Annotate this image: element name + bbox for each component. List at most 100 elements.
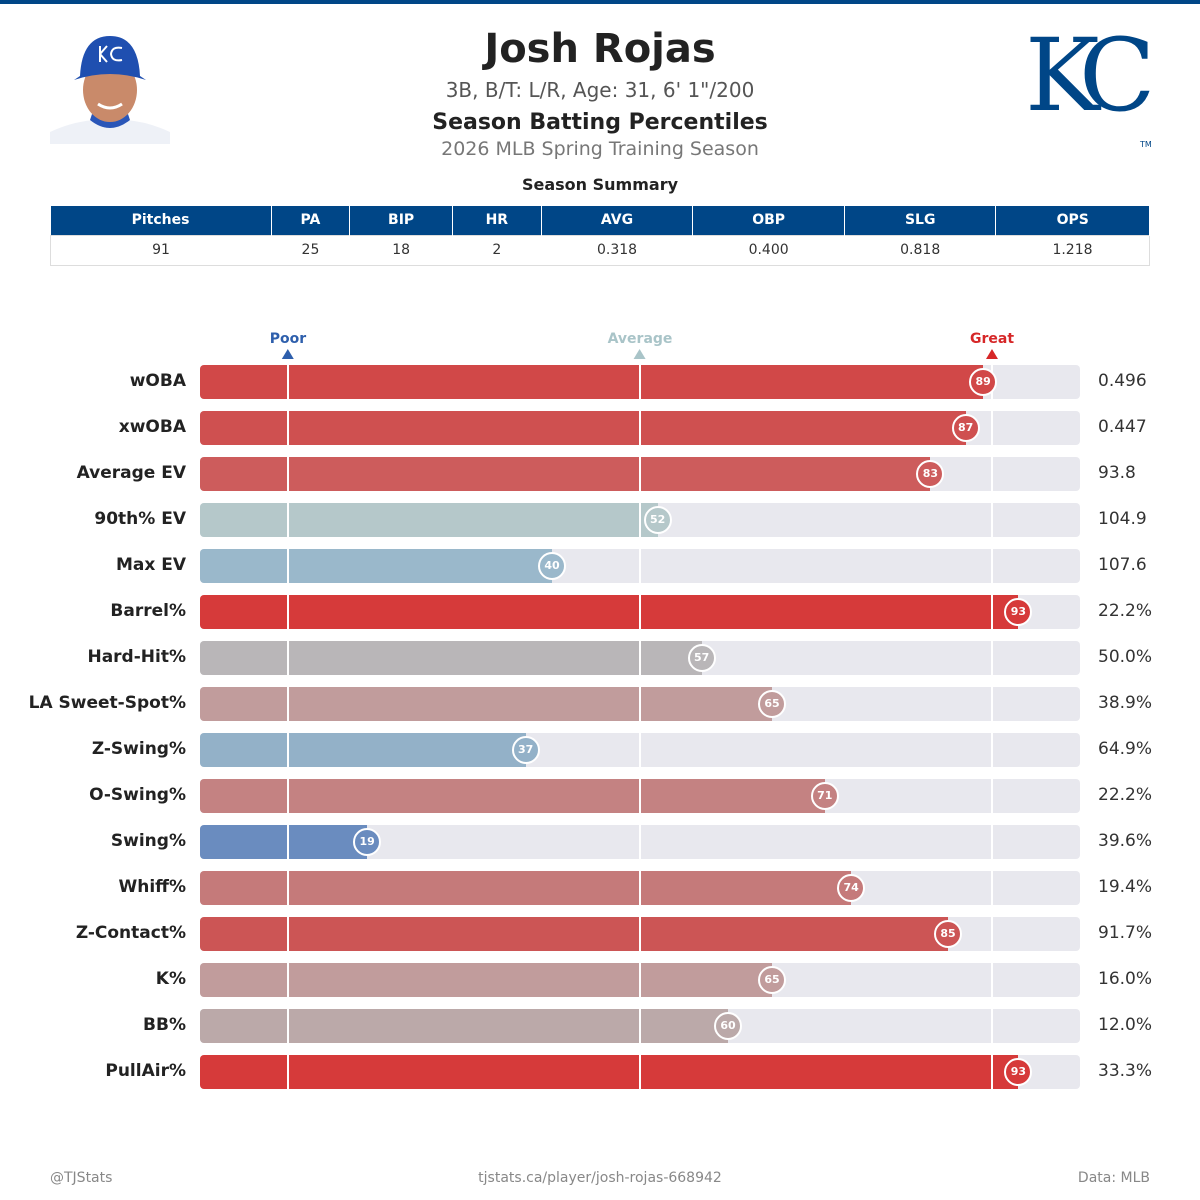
page-title: Season Batting Percentiles bbox=[432, 110, 768, 135]
top-bar bbox=[0, 0, 1200, 4]
metric-label: Max EV bbox=[115, 555, 186, 575]
season-label: 2026 MLB Spring Training Season bbox=[441, 138, 759, 160]
percentile-track: 19 bbox=[200, 825, 1080, 859]
great-line bbox=[991, 825, 993, 859]
summary-value: 0.818 bbox=[844, 234, 996, 266]
percentile-track: 93 bbox=[200, 595, 1080, 629]
percentile-badge: 87 bbox=[951, 414, 980, 442]
metric-row: Max EV 40 107.6 bbox=[0, 549, 1200, 583]
percentile-bar bbox=[200, 503, 658, 537]
average-line bbox=[639, 365, 641, 399]
percentile-bar bbox=[200, 917, 948, 951]
summary-header: Pitches bbox=[50, 206, 272, 235]
metric-row: 90th% EV 52 104.9 bbox=[0, 503, 1200, 537]
footer-handle: @TJStats bbox=[50, 1170, 113, 1186]
metric-label: 90th% EV bbox=[94, 509, 186, 529]
average-line bbox=[639, 687, 641, 721]
metric-value: 38.9% bbox=[1098, 693, 1153, 713]
percentile-bar bbox=[200, 1009, 728, 1043]
percentile-bar bbox=[200, 595, 1019, 629]
player-bio: 3B, B/T: L/R, Age: 31, 6' 1"/200 bbox=[445, 78, 755, 102]
percentile-bar bbox=[200, 825, 368, 859]
scale-marker-poor: Poor bbox=[270, 331, 306, 359]
percentile-badge: 19 bbox=[353, 828, 382, 856]
average-line bbox=[639, 733, 641, 767]
average-line bbox=[639, 871, 641, 905]
summary-header: PA bbox=[271, 206, 351, 235]
metric-value: 64.9% bbox=[1098, 739, 1153, 759]
footer-source: Data: MLB bbox=[1077, 1170, 1150, 1186]
percentile-track: 40 bbox=[200, 549, 1080, 583]
metric-row: xwOBA 87 0.447 bbox=[0, 411, 1200, 445]
average-line bbox=[639, 1055, 641, 1089]
average-line bbox=[639, 917, 641, 951]
metric-label: LA Sweet-Spot% bbox=[28, 693, 186, 713]
average-line bbox=[639, 641, 641, 675]
metric-label: K% bbox=[155, 969, 186, 989]
metric-value: 12.0% bbox=[1098, 1015, 1153, 1035]
metric-label: Whiff% bbox=[118, 877, 187, 897]
percentile-bar bbox=[200, 411, 966, 445]
great-line bbox=[991, 1055, 993, 1089]
percentile-bar bbox=[200, 365, 984, 399]
player-photo bbox=[50, 36, 170, 144]
percentile-badge: 93 bbox=[1004, 598, 1033, 626]
average-line bbox=[639, 503, 641, 537]
great-line bbox=[991, 595, 993, 629]
percentile-track: 60 bbox=[200, 1009, 1080, 1043]
percentile-badge: 65 bbox=[758, 690, 786, 718]
team-logo: KC bbox=[1025, 17, 1156, 134]
metric-value: 22.2% bbox=[1098, 785, 1153, 805]
percentile-badge: 52 bbox=[643, 506, 672, 534]
footer-url[interactable]: tjstats.ca/player/josh-rojas-668942 bbox=[478, 1170, 722, 1186]
metric-row: wOBA 89 0.496 bbox=[0, 365, 1200, 399]
percentile-badge: 57 bbox=[687, 644, 716, 672]
percentile-bar bbox=[200, 1055, 1019, 1089]
metric-label: BB% bbox=[143, 1015, 186, 1035]
percentile-badge: 37 bbox=[511, 736, 540, 764]
percentile-track: 83 bbox=[200, 457, 1080, 491]
triangle-up-icon bbox=[986, 349, 998, 359]
metric-row: O-Swing% 71 22.2% bbox=[0, 779, 1200, 813]
great-line bbox=[991, 963, 993, 997]
scale-marker-average: Average bbox=[607, 331, 673, 359]
average-line bbox=[639, 411, 641, 445]
metric-row: BB% 60 12.0% bbox=[0, 1009, 1200, 1043]
metric-value: 104.9 bbox=[1098, 509, 1147, 529]
metric-row: Hard-Hit% 57 50.0% bbox=[0, 641, 1200, 675]
metric-row: LA Sweet-Spot% 65 38.9% bbox=[0, 687, 1200, 721]
scale-label-average: Average bbox=[607, 331, 673, 347]
percentile-badge: 40 bbox=[538, 552, 566, 580]
great-line bbox=[991, 549, 993, 583]
metric-value: 19.4% bbox=[1098, 877, 1153, 897]
great-line bbox=[991, 1009, 993, 1043]
poor-line bbox=[287, 411, 289, 445]
percentile-badge: 71 bbox=[810, 782, 839, 810]
metric-value: 50.0% bbox=[1098, 647, 1153, 667]
poor-line bbox=[287, 825, 289, 859]
summary-value: 2 bbox=[452, 234, 542, 266]
percentile-bar bbox=[200, 871, 852, 905]
metric-row: Average EV 83 93.8 bbox=[0, 457, 1200, 491]
scale-marker-great: Great bbox=[970, 331, 1014, 359]
average-line bbox=[639, 1009, 641, 1043]
metric-row: Whiff% 74 19.4% bbox=[0, 871, 1200, 905]
metric-label: Z-Swing% bbox=[91, 739, 186, 759]
percentile-bar bbox=[200, 779, 825, 813]
metric-label: Z-Contact% bbox=[75, 923, 186, 943]
metric-label: xwOBA bbox=[118, 417, 186, 437]
great-line bbox=[991, 779, 993, 813]
metric-value: 33.3% bbox=[1098, 1061, 1153, 1081]
player-name: Josh Rojas bbox=[484, 26, 716, 72]
percentile-track: 74 bbox=[200, 871, 1080, 905]
scale-label-great: Great bbox=[969, 331, 1015, 347]
poor-line bbox=[287, 779, 289, 813]
metric-label: Barrel% bbox=[110, 601, 186, 621]
poor-line bbox=[287, 503, 289, 537]
percentile-track: 65 bbox=[200, 963, 1080, 997]
great-line bbox=[991, 733, 993, 767]
metric-label: Average EV bbox=[76, 463, 186, 483]
summary-header: OPS bbox=[995, 206, 1150, 235]
summary-table: Pitches PA BIP HR AVG OBP SLG OPS 91 25 18 2 0.318 0… bbox=[50, 206, 1150, 266]
metric-row: PullAir% 93 33.3% bbox=[0, 1055, 1200, 1089]
